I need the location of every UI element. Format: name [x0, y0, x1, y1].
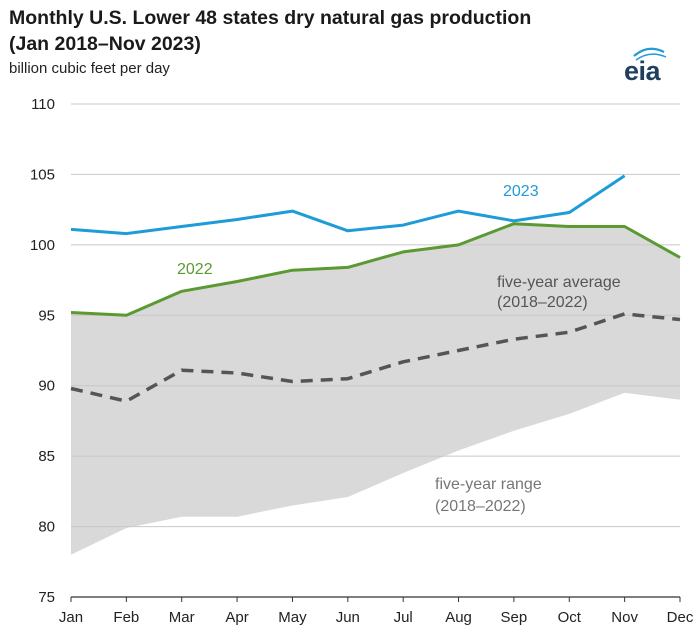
range-label: five-year range	[435, 476, 542, 493]
x-tick-label: Jun	[336, 609, 360, 626]
x-tick-label: Nov	[611, 609, 638, 626]
series-label-five-year-average: five-year average	[497, 274, 621, 291]
five-year-range-band	[71, 223, 680, 555]
chart-title: Monthly U.S. Lower 48 states dry natural…	[9, 5, 531, 57]
x-tick-label: Apr	[225, 609, 248, 626]
chart-title-line1: Monthly U.S. Lower 48 states dry natural…	[9, 7, 532, 29]
series-label-2022: 2022	[177, 261, 213, 278]
y-axis-unit-label: billion cubic feet per day	[9, 60, 170, 77]
x-tick-label: Oct	[558, 609, 582, 626]
range-label-years: (2018–2022)	[435, 498, 526, 515]
y-tick-label: 85	[38, 448, 55, 465]
eia-logo: eia	[624, 44, 672, 86]
x-tick-label: Sep	[501, 609, 528, 626]
x-tick-label: Feb	[113, 609, 139, 626]
eia-logo-swoosh	[633, 47, 667, 61]
series-line-2022	[70, 222, 681, 317]
x-tick-label: Mar	[169, 609, 195, 626]
x-tick-label: Aug	[445, 609, 472, 626]
y-tick-label: 90	[38, 378, 55, 395]
series-label-2023: 2023	[503, 183, 539, 200]
y-tick-label: 110	[31, 96, 55, 113]
series-line-five-year-average	[70, 312, 681, 403]
series-label-five-year-average-years: (2018–2022)	[497, 294, 588, 311]
x-tick-label: Jul	[394, 609, 413, 626]
y-tick-label: 95	[38, 307, 55, 324]
x-tick-label: Dec	[667, 609, 694, 626]
chart-title-line2: (Jan 2018–Nov 2023)	[9, 33, 201, 55]
y-tick-label: 75	[38, 589, 55, 606]
x-tick-label: Jan	[59, 609, 83, 626]
y-tick-label: 80	[38, 519, 55, 536]
series-line-2023	[70, 174, 626, 236]
x-tick-label: May	[278, 609, 307, 626]
y-tick-label: 100	[30, 237, 55, 254]
y-tick-label: 105	[30, 166, 55, 183]
eia-logo-text: eia	[624, 56, 661, 86]
